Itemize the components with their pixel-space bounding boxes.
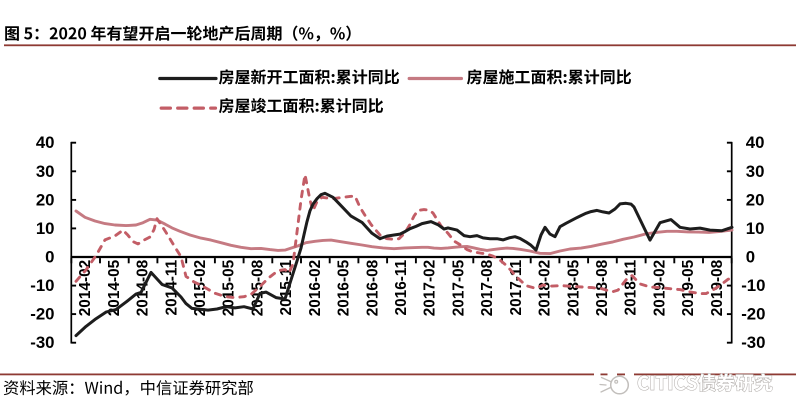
svg-text:2015-08: 2015-08 <box>249 259 266 316</box>
svg-text:2015-05: 2015-05 <box>221 259 238 316</box>
svg-text:2017-08: 2017-08 <box>479 259 496 316</box>
svg-text:2016-02: 2016-02 <box>307 260 324 316</box>
svg-text:20: 20 <box>746 190 765 209</box>
svg-text:2018-02: 2018-02 <box>537 260 554 316</box>
svg-text:0: 0 <box>45 248 54 267</box>
svg-text:2017-02: 2017-02 <box>422 260 439 316</box>
svg-text:10: 10 <box>36 219 55 238</box>
svg-text:-10: -10 <box>741 276 765 295</box>
svg-text:-10: -10 <box>30 276 54 295</box>
svg-text:2016-05: 2016-05 <box>336 259 353 316</box>
svg-text:2017-05: 2017-05 <box>450 259 467 316</box>
svg-text:-30: -30 <box>741 333 765 352</box>
svg-text:2019-05: 2019-05 <box>680 259 697 316</box>
svg-text:2018-11: 2018-11 <box>623 259 640 315</box>
svg-text:10: 10 <box>746 219 765 238</box>
svg-text:2016-11: 2016-11 <box>393 259 410 315</box>
svg-text:2014-05: 2014-05 <box>106 259 123 316</box>
svg-text:20: 20 <box>36 190 55 209</box>
svg-text:0: 0 <box>746 248 755 267</box>
svg-text:2018-05: 2018-05 <box>565 259 582 316</box>
svg-text:2014-02: 2014-02 <box>77 260 94 316</box>
svg-text:2017-11: 2017-11 <box>508 259 525 315</box>
svg-text:-30: -30 <box>30 333 54 352</box>
svg-text:30: 30 <box>746 162 765 181</box>
svg-text:2015-02: 2015-02 <box>192 260 209 316</box>
svg-text:2016-08: 2016-08 <box>364 259 381 316</box>
svg-text:-20: -20 <box>30 305 54 324</box>
svg-text:2019-02: 2019-02 <box>651 260 668 316</box>
svg-text:2015-11: 2015-11 <box>278 259 295 315</box>
svg-text:40: 40 <box>36 133 55 152</box>
svg-text:30: 30 <box>36 162 55 181</box>
svg-text:40: 40 <box>746 133 765 152</box>
svg-text:-20: -20 <box>741 305 765 324</box>
